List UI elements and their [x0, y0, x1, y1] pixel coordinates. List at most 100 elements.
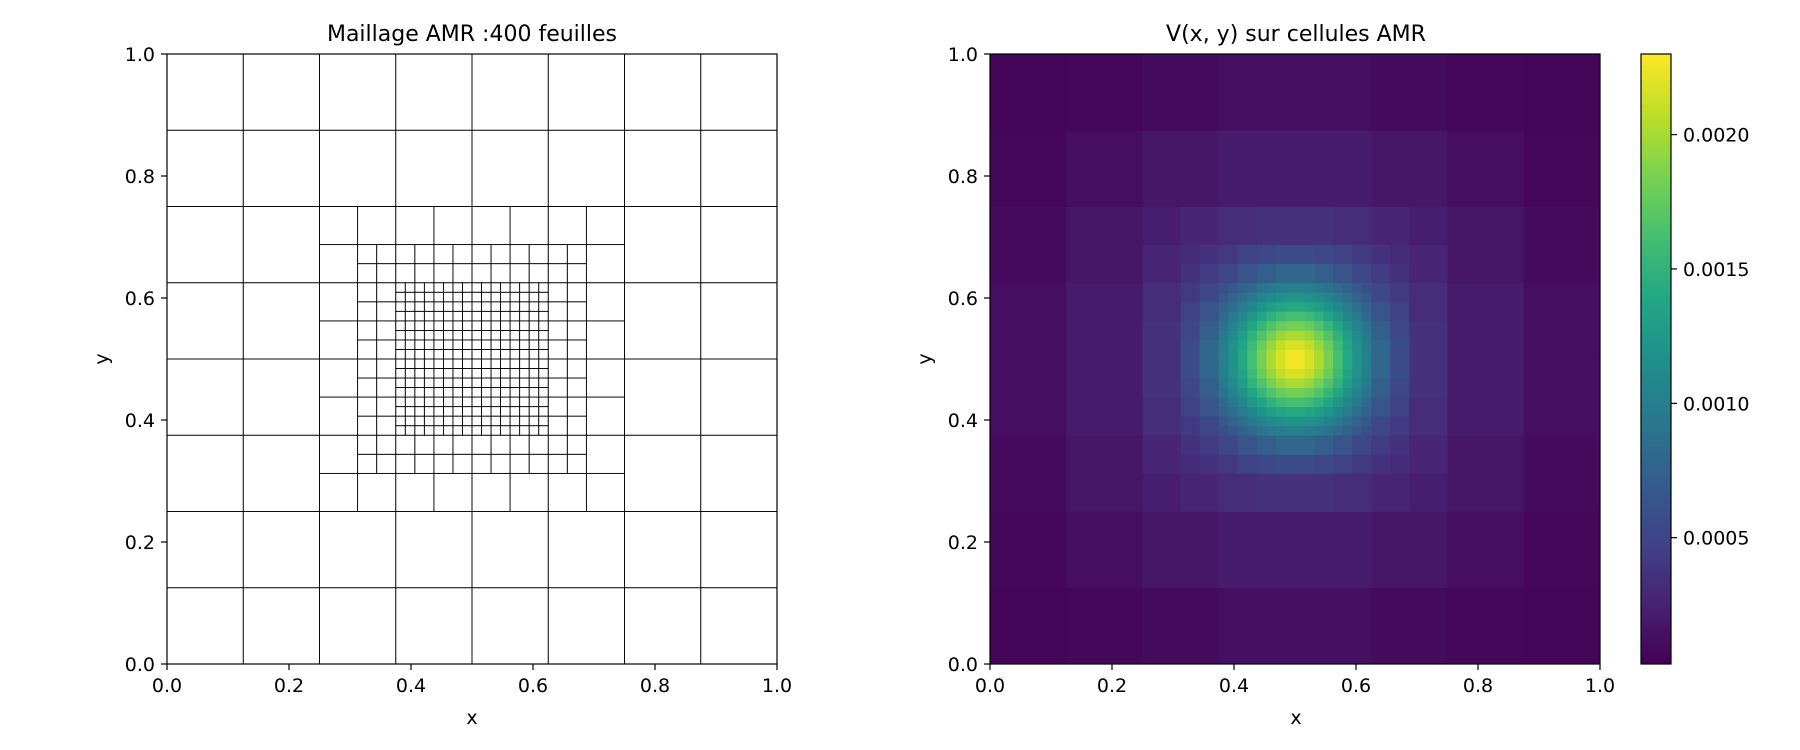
heatmap-cell [1218, 330, 1229, 341]
heatmap-cell [1333, 320, 1344, 331]
heatmap-cell [1199, 397, 1220, 417]
heatmap-cell [1266, 349, 1277, 360]
heatmap-cell [1247, 368, 1258, 379]
heatmap-cell [1342, 368, 1353, 379]
heatmap-cell [1361, 311, 1372, 322]
heatmap-cell [1333, 397, 1344, 408]
heatmap-cell [1237, 454, 1258, 474]
heatmap-cell [1352, 378, 1363, 388]
heatmap-cell [1295, 263, 1315, 284]
heatmap-cell [990, 54, 1067, 131]
heatmap-cell [1447, 206, 1525, 284]
heatmap-cell [1314, 397, 1324, 408]
heatmap-cell [1523, 511, 1601, 589]
heatmap-cell [1314, 244, 1334, 265]
heatmap-cell [1237, 425, 1248, 436]
heatmap-cell [1218, 387, 1229, 398]
heatmap-cell [1390, 282, 1410, 303]
heatmap-cell [1275, 282, 1286, 293]
heatmap-cell [1295, 587, 1372, 665]
heatmap-cell [1180, 454, 1201, 474]
heatmap-cell [1352, 330, 1363, 341]
heatmap-cell [1295, 54, 1372, 131]
heatmap-cell [1256, 292, 1267, 303]
heatmap-cell [1371, 206, 1410, 246]
heatmap-cell [1323, 425, 1334, 436]
heatmap-cell [1390, 359, 1410, 379]
heatmap-cell [1314, 263, 1334, 284]
heatmap-cell [1342, 425, 1353, 436]
heatmap-title: V(x, y) sur cellules AMR [1166, 22, 1426, 47]
mesh-x-tick-label: 0.6 [518, 675, 548, 697]
heatmap-cell [1371, 282, 1391, 303]
heatmap-cell [1256, 473, 1296, 512]
mesh-x-axis: 0.0 0.2 0.4 0.6 0.8 1.0 [152, 664, 792, 697]
heatmap-cell [1237, 397, 1248, 408]
heatmap-cell [1361, 387, 1372, 398]
heatmap-cell [1228, 387, 1239, 398]
heatmap-cell [1390, 416, 1410, 436]
heatmap-cell [1304, 397, 1315, 408]
heatmap-cell [1390, 378, 1410, 398]
heatmap-cell [1523, 130, 1601, 207]
heatmap-cell [1237, 349, 1248, 360]
heatmap-x-tick-label: 0.2 [1097, 675, 1127, 697]
heatmap-cell [1342, 349, 1353, 360]
colorbar: 0.0005 0.0010 0.0015 0.0020 [1640, 53, 1749, 665]
heatmap-cell [1237, 301, 1248, 312]
heatmap-cell [1218, 587, 1296, 665]
heatmap-cell [1218, 311, 1229, 322]
heatmap-cell [1523, 359, 1601, 436]
heatmap-cell [1256, 416, 1267, 427]
heatmap-cell [1295, 320, 1305, 331]
mesh-y-axis-label: y [91, 353, 113, 364]
colorbar-tick-label: 0.0010 [1683, 393, 1749, 415]
heatmap-cell [1295, 311, 1305, 322]
heatmap-cell [1447, 130, 1525, 207]
heatmap-cell [1218, 397, 1229, 408]
heatmap-cell [1247, 397, 1258, 408]
heatmap-cell [1295, 378, 1305, 388]
heatmap-cell [1371, 397, 1391, 417]
mesh-y-tick-label: 0.6 [125, 288, 155, 310]
heatmap-cell [1323, 330, 1334, 341]
heatmap-cells [990, 54, 1601, 665]
heatmap-cell [1409, 206, 1448, 246]
heatmap-cell [1352, 282, 1363, 293]
heatmap-cell [1314, 320, 1324, 331]
heatmap-cell [1285, 368, 1296, 379]
heatmap-cell [1342, 416, 1353, 427]
heatmap-cell [1228, 301, 1239, 312]
heatmap-cell [1256, 406, 1267, 417]
heatmap-cell [1180, 359, 1201, 379]
mesh-y-tick-label: 0.0 [125, 654, 155, 676]
heatmap-cell [1285, 406, 1296, 417]
heatmap-cell [1142, 130, 1220, 207]
heatmap-cell [1199, 378, 1220, 398]
heatmap-cell [1237, 378, 1248, 388]
heatmap-cell [1142, 320, 1182, 360]
heatmap-cell [1237, 263, 1258, 284]
heatmap-cell [1237, 330, 1248, 341]
heatmap-cell [1409, 473, 1448, 512]
mesh-x-tick-label: 0.8 [640, 675, 670, 697]
heatmap-cell [1295, 435, 1315, 455]
mesh-y-tick-label: 0.2 [125, 532, 155, 554]
heatmap-cell [1285, 320, 1296, 331]
heatmap-cell [1409, 320, 1448, 360]
heatmap-cell [1247, 387, 1258, 398]
heatmap-cell [1142, 359, 1182, 398]
heatmap-cell [1409, 359, 1448, 398]
heatmap-cell [1361, 368, 1372, 379]
heatmap-cell [1247, 416, 1258, 427]
heatmap-cell [1314, 406, 1324, 417]
heatmap-cell [1285, 282, 1296, 293]
heatmap-cell [1314, 359, 1324, 369]
heatmap-cell [1256, 339, 1267, 350]
heatmap-x-tick-label: 0.0 [975, 675, 1005, 697]
heatmap-cell [1323, 416, 1334, 427]
heatmap-cell [1371, 263, 1391, 284]
heatmap-cell [1447, 54, 1525, 131]
heatmap-cell [1361, 349, 1372, 360]
